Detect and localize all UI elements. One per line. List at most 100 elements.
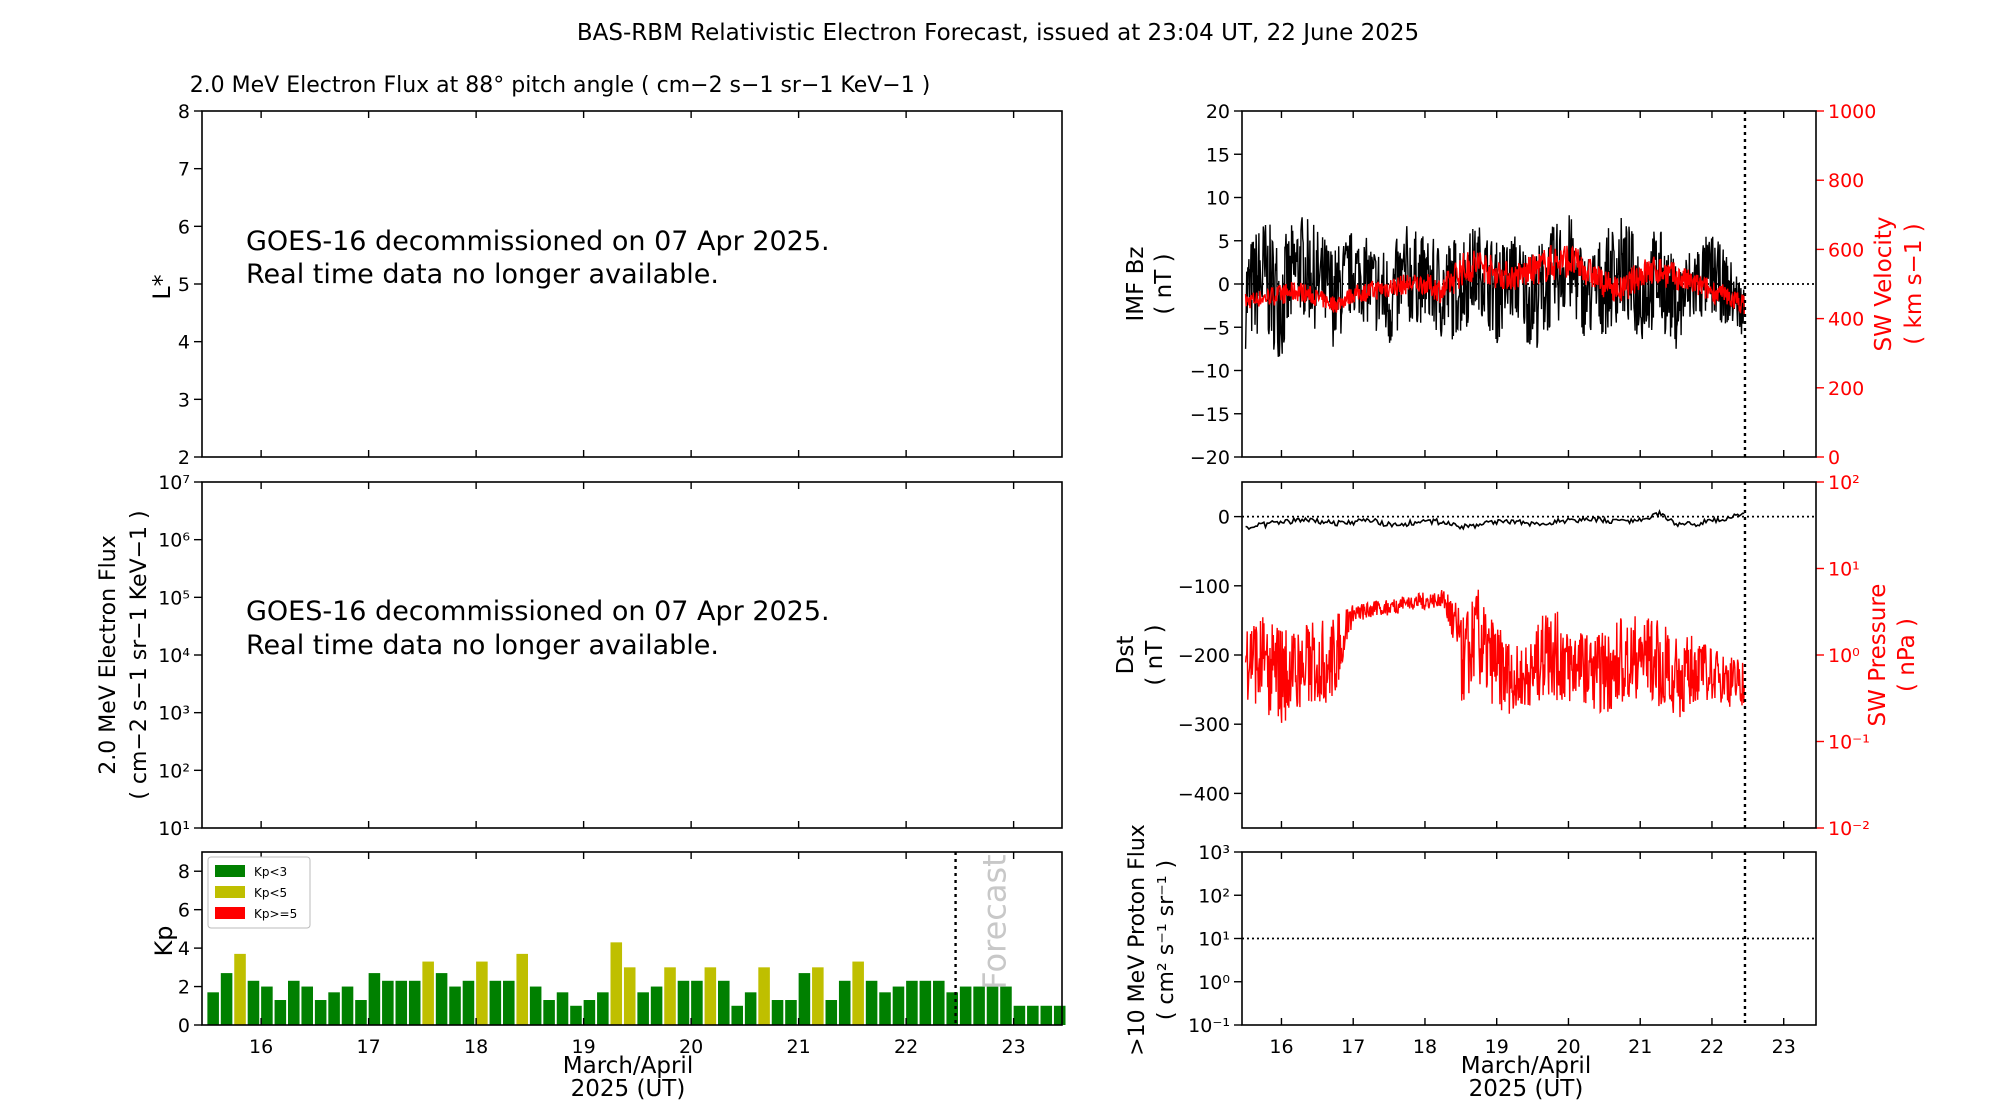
y-tick-label: −10	[1190, 361, 1230, 383]
y-tick-label: 8	[178, 101, 190, 123]
x-tick-label: 20	[679, 1036, 703, 1058]
x-tick-label: 19	[572, 1036, 596, 1058]
y-tick-label: 10²	[1198, 885, 1230, 907]
kp-bar	[744, 992, 757, 1025]
kp-bar	[933, 980, 945, 1025]
kp-bar	[623, 967, 636, 1025]
y-tick-label: 0	[1218, 274, 1230, 296]
kp-bar	[288, 980, 300, 1025]
lstar-notice-line2: Real time data no longer available.	[246, 259, 719, 290]
y-tick-label: 10⁵	[158, 587, 190, 609]
y-tick-label: 10³	[1198, 842, 1230, 864]
kp-bar	[785, 1000, 797, 1025]
y-tick-label: 7	[178, 159, 190, 181]
kp-bar	[1040, 1005, 1053, 1025]
kp-bar	[529, 986, 542, 1025]
kp-bar	[301, 986, 313, 1025]
kp-forecast-label: Forecast	[976, 854, 1014, 989]
y-tick-label: 10⁻¹	[1188, 1015, 1230, 1037]
y-tick-label: 5	[1218, 231, 1230, 253]
y-tick-label: −5	[1202, 317, 1230, 339]
imf-bz-series	[1244, 215, 1745, 357]
y-tick-label: 10	[1206, 188, 1230, 210]
lstar-notice-line1: GOES-16 decommissioned on 07 Apr 2025.	[246, 226, 830, 257]
kp-x-ticks: 16 17 18 19 20 21 22 23	[249, 852, 1026, 1058]
imf-ylabel-2: ( nT )	[1151, 253, 1177, 314]
proton-axes	[1241, 851, 1817, 1026]
kp-bar	[986, 986, 999, 1025]
kp-bar	[503, 980, 515, 1025]
y-tick-label: −20	[1190, 447, 1230, 469]
kp-bar	[798, 973, 811, 1025]
kp-bar	[852, 961, 864, 1025]
y-tick-label: 10⁻²	[1828, 818, 1870, 840]
kp-axes	[201, 851, 1063, 1026]
lstar-axes	[201, 110, 1063, 458]
kp-legend-swatch-low	[215, 865, 245, 877]
proton-ylabel-1: >10 MeV Proton Flux	[1125, 824, 1150, 1056]
y-tick-label: 400	[1828, 309, 1864, 331]
kp-bar	[556, 992, 569, 1025]
kp-bar	[462, 980, 475, 1025]
kp-bar	[718, 980, 730, 1025]
kp-bar	[1027, 1005, 1039, 1025]
kp-bar	[382, 980, 394, 1025]
kp-bar	[865, 980, 878, 1025]
kp-bar	[489, 980, 502, 1025]
kp-bar	[946, 992, 958, 1025]
sw-pressure-series	[1244, 589, 1745, 723]
x-tick-label: 17	[1341, 1036, 1365, 1058]
y-tick-label: 10⁻¹	[1828, 732, 1870, 754]
kp-bar	[1000, 986, 1012, 1025]
kp-legend: Kp<3 Kp<5 Kp>=5	[207, 856, 311, 929]
y-tick-label: 2	[178, 977, 190, 999]
y-tick-label: 200	[1828, 378, 1864, 400]
pressure-ylabel-1: SW Pressure	[1865, 584, 1891, 727]
imf-ylabel-1: IMF Bz	[1123, 246, 1149, 321]
y-tick-label: 0	[1218, 507, 1230, 529]
kp-bar	[368, 973, 381, 1025]
x-tick-label: 20	[1556, 1036, 1580, 1058]
x-tick-label: 23	[1002, 1036, 1026, 1058]
proton-x-ticks: 16 17 18 19 20 21 22 23	[1269, 852, 1796, 1058]
y-tick-label: 10³	[158, 703, 190, 725]
dst-series	[1245, 509, 1745, 531]
kp-bar	[906, 980, 918, 1025]
kp-bar	[220, 973, 233, 1025]
x-tick-label: 16	[1269, 1036, 1293, 1058]
y-tick-label: 3	[178, 389, 190, 411]
kp-legend-swatch-mid	[215, 886, 245, 898]
y-tick-label: 6	[178, 216, 190, 238]
kp-bar	[812, 967, 824, 1025]
y-tick-label: 8	[178, 861, 190, 883]
kp-bar	[1053, 1005, 1066, 1025]
y-tick-label: 0	[1828, 447, 1840, 469]
kp-bar	[314, 1000, 327, 1025]
kp-bar	[758, 967, 770, 1025]
y-tick-label: 10²	[158, 760, 190, 782]
kp-bar	[435, 973, 448, 1025]
imf-axes	[1241, 110, 1817, 458]
kp-bar	[677, 980, 690, 1025]
kp-legend-high: Kp>=5	[254, 907, 297, 921]
sw-pressure-y-ticks: 10⁻² 10⁻¹ 10⁰ 10¹ 10²	[1816, 472, 1870, 840]
x-tick-label: 22	[894, 1036, 918, 1058]
kp-ylabel: Kp	[150, 926, 178, 957]
kp-bar	[274, 1000, 287, 1025]
lstar-title: 2.0 MeV Electron Flux at 88° pitch angle…	[190, 73, 931, 98]
kp-bar	[341, 986, 354, 1025]
y-tick-label: 2	[178, 447, 190, 469]
y-tick-label: 600	[1828, 239, 1864, 261]
y-tick-label: 10⁷	[158, 472, 190, 494]
lstar-y-ticks: 2 3 4 5 6 7 8	[178, 101, 202, 469]
kp-bar	[476, 961, 488, 1025]
kp-y-ticks: 0 2 4 6 8	[178, 861, 202, 1037]
pressure-ylabel-2: ( nPa )	[1894, 618, 1920, 692]
kp-bar	[771, 1000, 784, 1025]
y-tick-label: −100	[1178, 576, 1230, 598]
imf-bz-y-ticks: −20 −15 −10 −5 0 5 10 15 20	[1190, 101, 1242, 469]
kp-bar	[664, 967, 676, 1025]
kp-bar	[328, 992, 340, 1025]
kp-bar	[570, 1005, 582, 1025]
